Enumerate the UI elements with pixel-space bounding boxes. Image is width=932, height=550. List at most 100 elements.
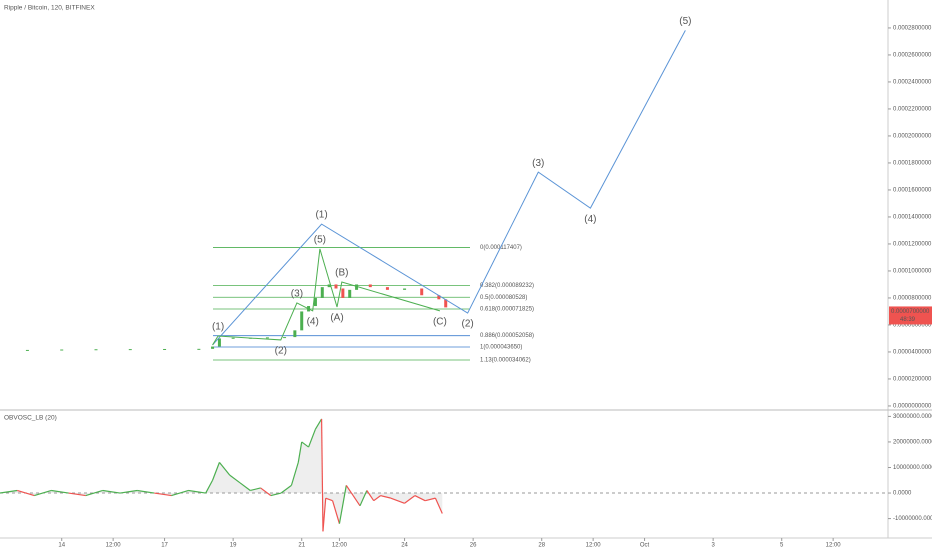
x-tick-label: 14 bbox=[58, 543, 65, 549]
x-tick-label: Oct bbox=[640, 543, 650, 549]
oscillator-segment bbox=[434, 497, 443, 514]
wave-line bbox=[212, 248, 441, 346]
candle bbox=[231, 337, 235, 339]
x-tick-label: 28 bbox=[538, 543, 545, 549]
candle bbox=[444, 299, 448, 308]
oscillator-segment bbox=[85, 489, 104, 497]
oscillator-segment bbox=[424, 497, 436, 502]
candle bbox=[341, 288, 345, 298]
candle bbox=[25, 349, 29, 351]
countdown: 48:39 bbox=[900, 317, 916, 323]
oscillator-segment bbox=[270, 492, 282, 497]
wave-label: (4) bbox=[307, 317, 319, 328]
x-tick-label: 12:00 bbox=[826, 543, 842, 549]
last-price-box bbox=[889, 306, 932, 325]
wave-label: (C) bbox=[433, 317, 447, 328]
oscillator-segment bbox=[308, 428, 316, 448]
y-tick-label: 0.0002000000 bbox=[893, 134, 932, 140]
oscillator-segment bbox=[414, 495, 426, 502]
oscillator-segment bbox=[321, 418, 324, 532]
y-tick-label: 0.0001200000 bbox=[893, 242, 932, 248]
y-tick-label: 0.0001400000 bbox=[893, 215, 932, 221]
oscillator-segment bbox=[325, 497, 333, 502]
candle bbox=[265, 337, 269, 339]
oscillator-segment bbox=[119, 489, 138, 494]
candle bbox=[403, 288, 407, 290]
x-tick-label: 17 bbox=[161, 543, 168, 549]
y-tick-label: 30000000.0000 bbox=[893, 414, 932, 420]
oscillator-segment bbox=[250, 487, 261, 492]
candle bbox=[320, 287, 324, 298]
candle bbox=[368, 284, 372, 288]
fib-label: 1(0.000043650) bbox=[480, 345, 522, 351]
candle bbox=[211, 346, 215, 349]
oscillator-segment bbox=[229, 474, 241, 484]
y-tick-label: 10000000.0000 bbox=[893, 465, 932, 471]
oscillator-segment bbox=[34, 489, 52, 497]
y-tick-label: 0.0002400000 bbox=[893, 80, 932, 86]
candle bbox=[355, 284, 359, 290]
oscillator-segment bbox=[280, 484, 292, 494]
wave-label: (1) bbox=[315, 210, 327, 221]
oscillator-segment bbox=[331, 500, 341, 524]
fib-label: 0.5(0.000080528) bbox=[480, 295, 527, 301]
candle bbox=[334, 284, 338, 289]
last-price-label: 0.0000700000 bbox=[891, 309, 930, 315]
oscillator-segment bbox=[380, 495, 392, 499]
oscillator-segment bbox=[322, 498, 327, 532]
candle bbox=[437, 295, 441, 300]
y-tick-label: 0.0002200000 bbox=[893, 107, 932, 113]
candle bbox=[327, 284, 331, 288]
oscillator-segment bbox=[373, 495, 381, 502]
y-tick-label: 0.0001800000 bbox=[893, 161, 932, 167]
x-tick-label: 12:00 bbox=[586, 543, 602, 549]
candle bbox=[217, 338, 221, 347]
candle bbox=[94, 349, 98, 351]
candle bbox=[420, 288, 424, 296]
wave-label: (5) bbox=[314, 235, 326, 246]
oscillator-segment bbox=[352, 495, 361, 507]
candle bbox=[197, 348, 201, 350]
candle bbox=[283, 337, 287, 339]
fib-label: 0.618(0.000071825) bbox=[480, 307, 534, 313]
y-tick-label: 0.0002800000 bbox=[893, 26, 932, 32]
oscillator-segment bbox=[359, 490, 368, 507]
oscillator-segment bbox=[154, 492, 172, 497]
candle bbox=[348, 289, 352, 298]
wave-label: (5) bbox=[679, 16, 691, 27]
wave-label: (A) bbox=[330, 313, 343, 324]
candle bbox=[313, 297, 317, 307]
oscillator-segment bbox=[390, 497, 405, 504]
oscillator-segment bbox=[188, 489, 206, 494]
wave-label: (3) bbox=[532, 158, 544, 169]
oscillator-segment bbox=[366, 490, 375, 502]
y-tick-label: 0.0002600000 bbox=[893, 53, 932, 59]
candle bbox=[293, 330, 297, 338]
oscillator-segment bbox=[102, 489, 121, 494]
y-tick-label: 0.0000000000 bbox=[893, 404, 932, 410]
x-tick-label: 12:00 bbox=[106, 543, 122, 549]
x-tick-label: 5 bbox=[780, 543, 784, 549]
wave-label: (2) bbox=[462, 319, 474, 330]
candle bbox=[300, 311, 304, 331]
oscillator-segment bbox=[205, 479, 214, 494]
y-tick-label: 0.0001000000 bbox=[893, 269, 932, 275]
x-tick-label: 26 bbox=[470, 543, 477, 549]
y-tick-label: 0.0001600000 bbox=[893, 188, 932, 194]
oscillator-area bbox=[0, 418, 443, 532]
y-tick-label: 20000000.0000 bbox=[893, 440, 932, 446]
candle bbox=[128, 349, 132, 351]
oscillator-segment bbox=[338, 485, 347, 524]
wave-label: (B) bbox=[335, 268, 348, 279]
y-tick-label: 0.0000600000 bbox=[893, 323, 932, 329]
y-tick-label: 0.0000800000 bbox=[893, 296, 932, 302]
oscillator-segment bbox=[212, 462, 220, 481]
fib-label: 0.886(0.000052058) bbox=[480, 333, 534, 339]
oscillator-segment bbox=[345, 485, 354, 496]
candle bbox=[385, 287, 389, 290]
oscillator-segment bbox=[314, 418, 323, 430]
x-tick-label: 21 bbox=[298, 543, 305, 549]
candle bbox=[163, 348, 167, 350]
wave-label: (3) bbox=[291, 289, 303, 300]
fib-label: 1.13(0.000034062) bbox=[480, 358, 531, 364]
